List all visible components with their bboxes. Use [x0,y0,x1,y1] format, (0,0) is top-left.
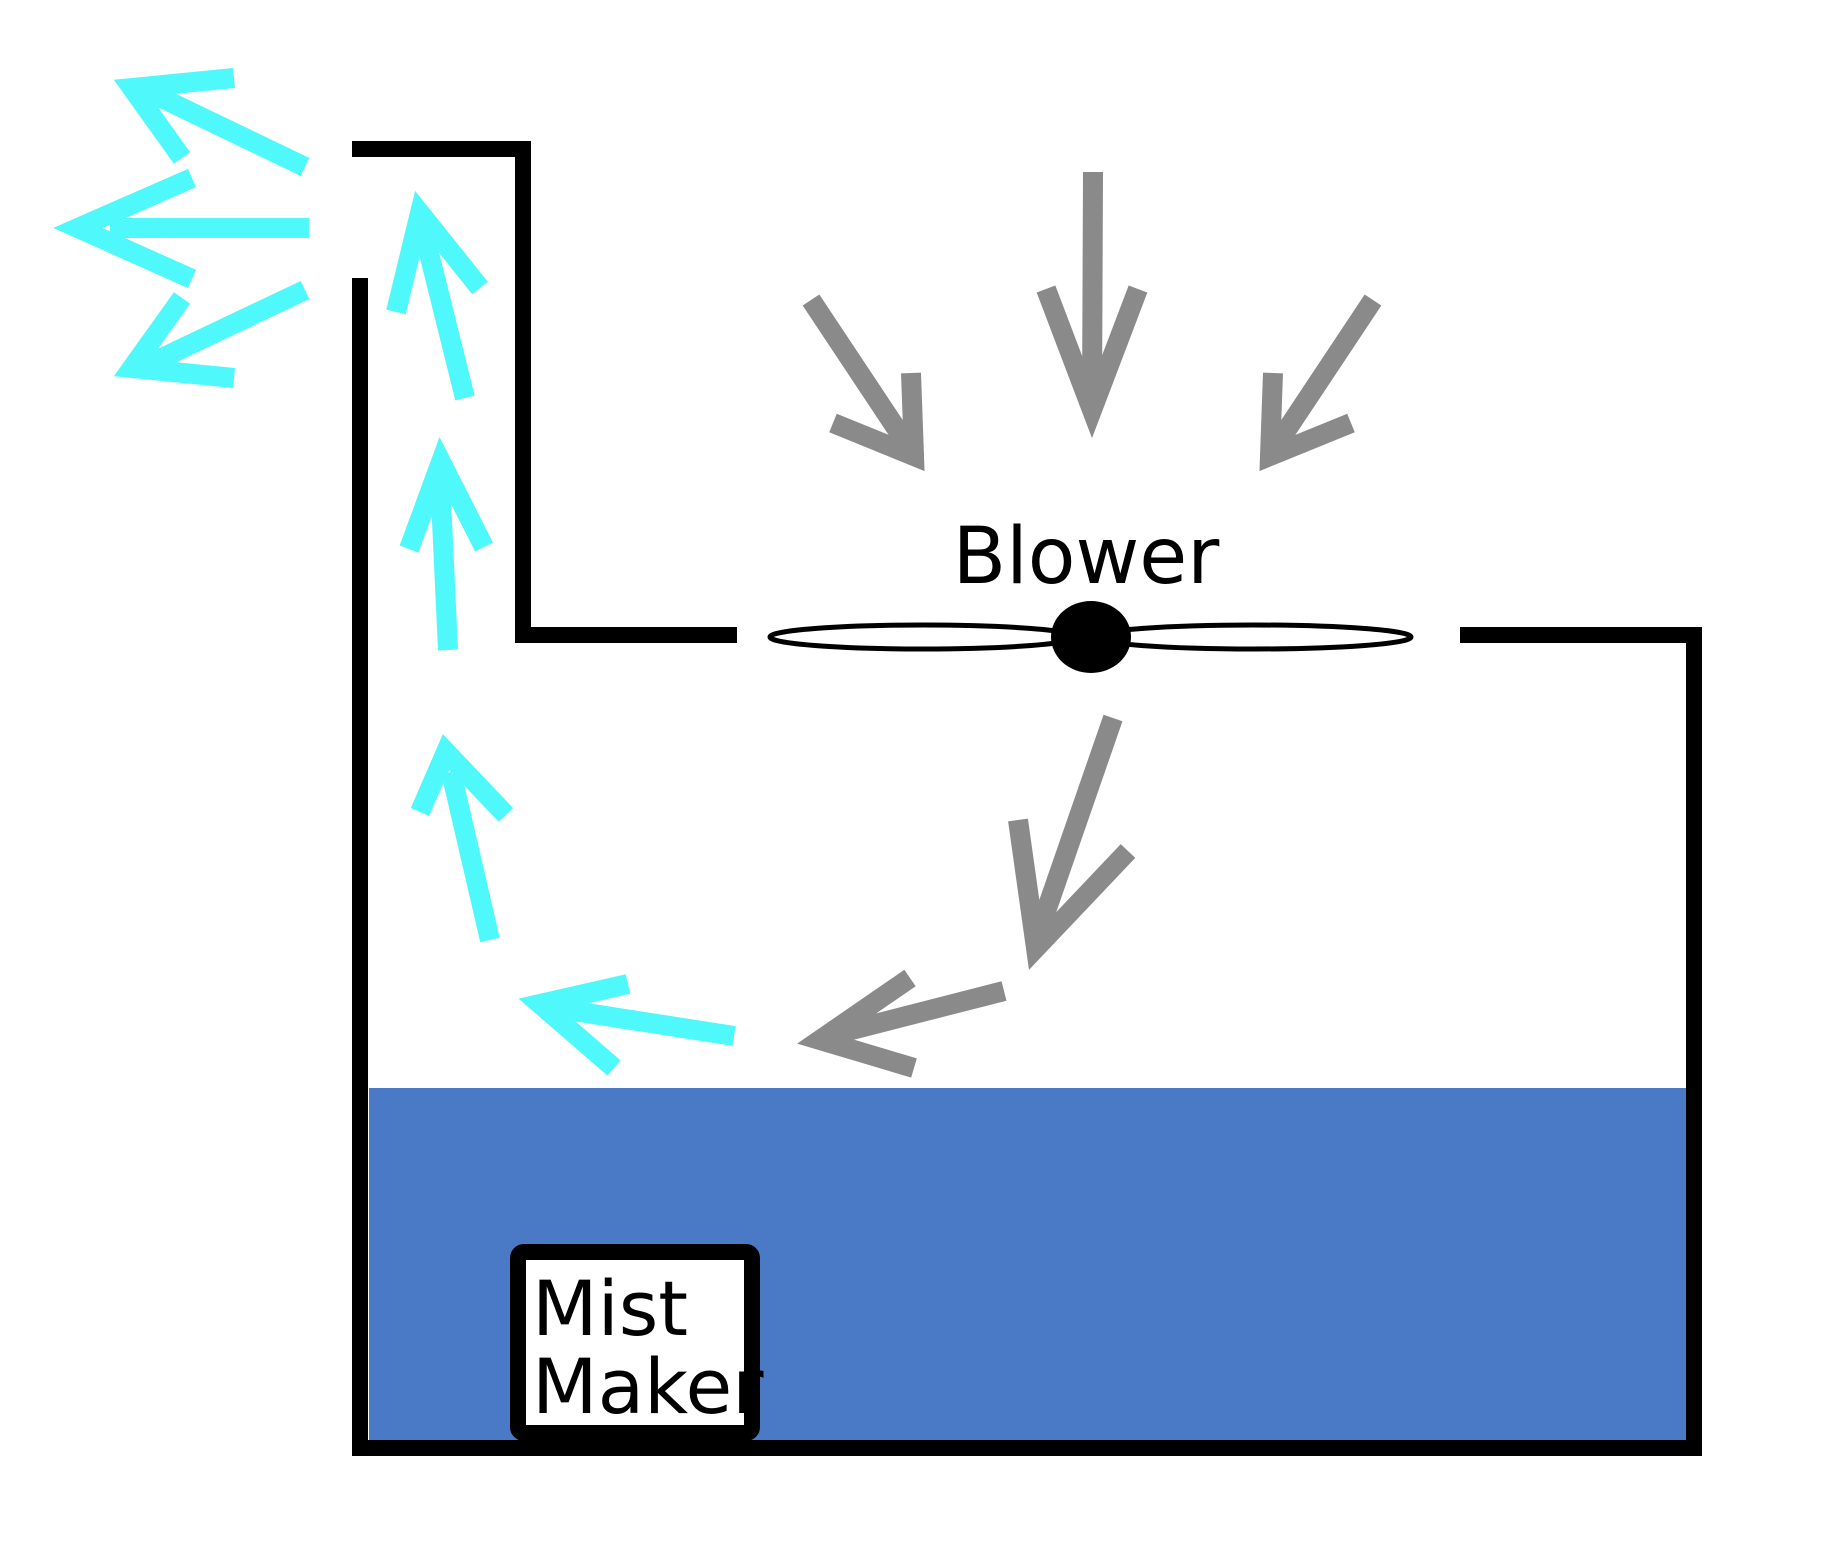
mist-flow-arrow-icon [518,974,736,1076]
mist-maker-box: Mist Maker [510,1244,764,1441]
fan-blade-left [767,622,1079,652]
mist-flow-arrow-icon [410,734,514,943]
mist-maker-label-line1: Mist [532,1264,688,1353]
air-flow-arrow-icon [1259,294,1382,472]
mist-flow-arrow-icon [399,436,493,651]
chimney-right-wall [352,141,737,643]
mist-flow-arrow-icon [53,168,309,289]
air-flow-arrow-icon [1036,171,1148,439]
blower-label: Blower [953,512,1221,602]
air-flow-arrow-icon [797,969,1007,1078]
blower-fan-icon [767,601,1414,673]
air-flow-arrow-icon [802,294,925,472]
mist-maker-frame [510,1244,760,1441]
fan-blade-right [1092,622,1414,652]
mist-flow-arrow-icon [386,190,488,401]
mist-flow-arrow-icon [113,68,310,177]
air-flow-arrow-icon [1008,714,1136,970]
mist-maker-label-line2: Maker [532,1342,764,1431]
air-flow-arrows [797,171,1382,1078]
fan-hub [1051,601,1131,673]
mist-flow-arrows [53,68,736,1076]
tank-left-bottom-right-wall [352,278,1702,1456]
mist-flow-arrow-icon [113,280,310,388]
tank-outline [352,141,1702,1456]
